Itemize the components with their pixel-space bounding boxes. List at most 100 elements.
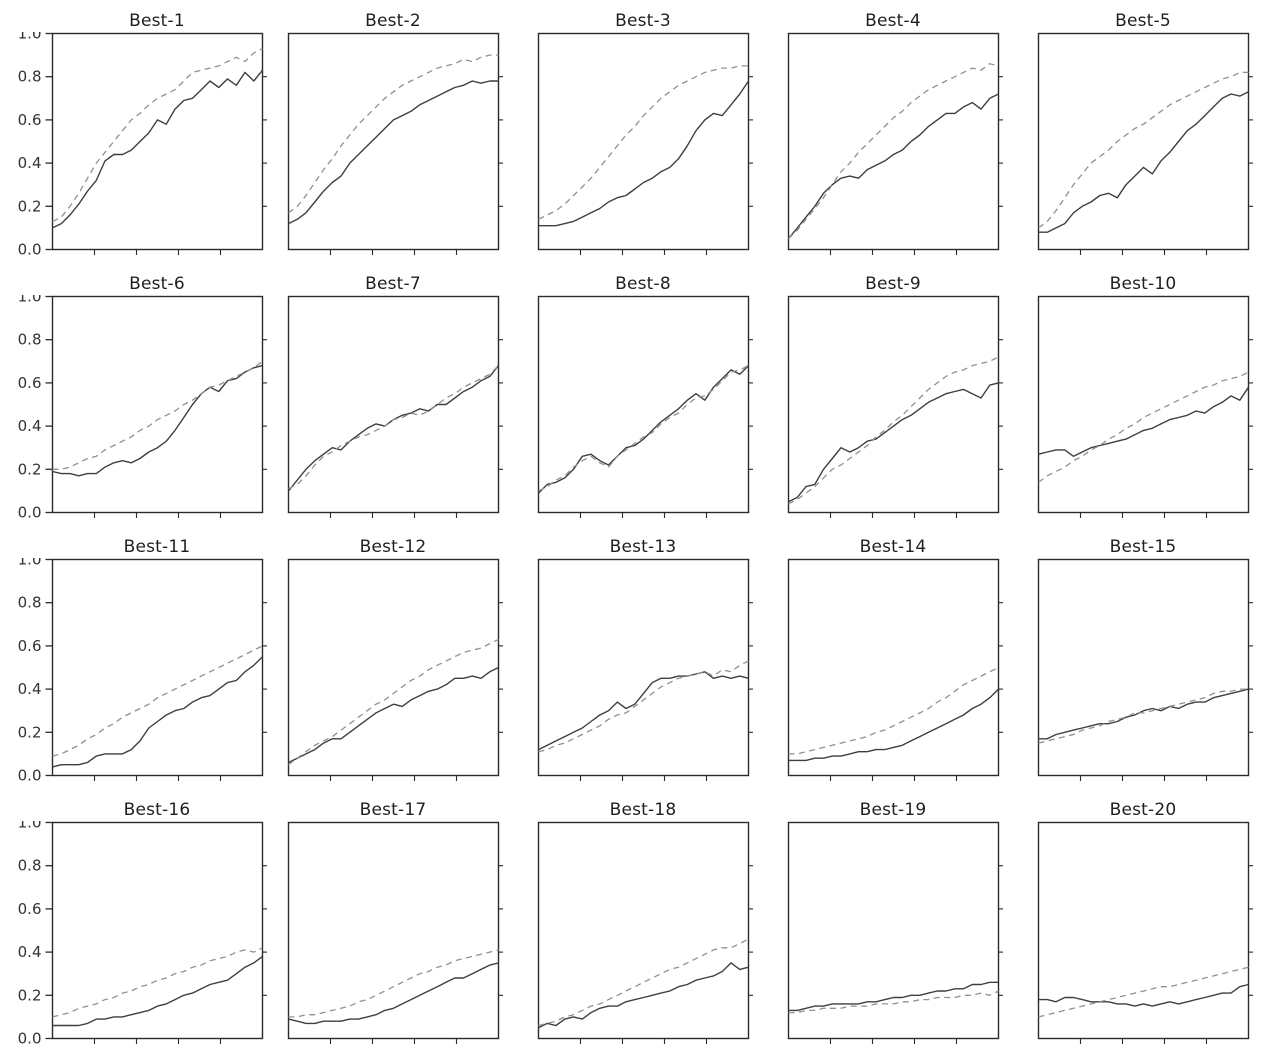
best-10-dashed-line [1038,371,1249,483]
chart-canvas [287,295,503,518]
best-6-solid-line [52,364,263,477]
best-19-solid-line [788,981,999,1012]
y-tick-label: 0.2 [18,460,42,478]
best-15-solid-line [1038,688,1249,740]
chart-canvas: 0.0 0.2 0.4 0.6 0.8 1.0 [18,558,267,785]
y-tick-label: 0.6 [18,637,42,655]
chart-canvas [1037,32,1253,255]
chart-canvas [287,558,503,781]
best-14-solid-line [788,688,999,762]
plot-box [537,821,750,1040]
chart-title: Best-9 [865,274,921,294]
best-3-solid-line [538,80,750,227]
plot-box [1037,821,1250,1040]
chart-title: Best-8 [615,274,671,294]
best-16-solid-line [52,955,263,1027]
best-17-dashed-line [288,949,499,1018]
best-11-solid-line [52,656,263,768]
best-4-solid-line [787,93,999,240]
best-14-dashed-line [788,666,999,755]
best-9-solid-line [788,382,999,503]
best-7-solid-line [287,365,500,492]
chart-canvas [787,558,1003,781]
plot-box [1037,558,1250,777]
best-1-solid-line [52,69,264,229]
plot-box [1037,32,1250,251]
chart-canvas: 0.0 0.2 0.4 0.6 0.8 1.0 [18,295,267,522]
plot-box [787,295,1000,514]
subplot-best-14: Best-14 [768,526,1018,789]
chart-title: Best-5 [1115,11,1171,31]
best-6-dashed-line [52,360,263,470]
subplot-best-3: Best-3 [518,0,768,263]
best-13-dashed-line [538,660,749,753]
best-12-solid-line [288,666,499,764]
chart-canvas [537,821,753,1044]
best-4-dashed-line [788,63,999,240]
chart-title: Best-7 [365,274,421,294]
subplot-best-7: Best-7 [268,263,518,526]
plot-box [537,32,750,251]
chart-canvas [287,821,503,1044]
subplot-best-8: Best-8 [518,263,768,526]
subplot-best-11: Best-11 0.0 0.2 0.4 0.6 0.8 1.0 [6,526,268,789]
best-15-dashed-line [1038,688,1249,744]
chart-title: Best-12 [359,537,427,557]
plot-box [537,295,750,514]
plot-box [51,558,264,777]
subplot-best-9: Best-9 [768,263,1018,526]
y-tick-label: 0.4 [18,680,42,698]
subplot-best-1: Best-1 0.0 0.2 0.4 0.6 0.8 1.0 [6,0,268,263]
y-tick-label: 0.0 [18,241,42,259]
chart-canvas: 0.0 0.2 0.4 0.6 0.8 1.0 [18,32,267,259]
y-tick-label: 0.6 [18,374,42,392]
y-tick-label: 0.8 [18,331,42,349]
y-tick-label: 0.0 [18,504,42,522]
y-tick-label: 0.2 [18,197,42,215]
chart-title: Best-3 [615,11,671,31]
chart-title: Best-16 [123,800,191,820]
subplot-best-2: Best-2 [268,0,518,263]
plot-box [51,821,264,1040]
chart-canvas [287,32,503,255]
subplot-best-18: Best-18 [518,789,768,1052]
plot-box [287,32,500,251]
y-tick-label: 0.2 [18,986,42,1004]
best-20-dashed-line [1038,966,1249,1018]
best-5-dashed-line [1038,71,1249,229]
chart-title: Best-19 [859,800,927,820]
y-tick-label: 0.8 [18,857,42,875]
y-tick-label: 0.4 [18,154,42,172]
best-3-dashed-line [538,65,749,220]
chart-title: Best-18 [609,800,677,820]
plot-box [51,295,264,514]
chart-canvas: 0.0 0.2 0.4 0.6 0.8 1.0 [18,821,267,1048]
best-2-dashed-line [288,54,499,214]
plot-box [287,295,500,514]
best-20-solid-line [1038,983,1249,1007]
chart-title: Best-6 [129,274,185,294]
best-1-dashed-line [52,48,263,222]
y-tick-label: 0.4 [18,417,42,435]
plot-box [537,558,750,777]
chart-title: Best-17 [359,800,427,820]
subplot-best-17: Best-17 [268,789,518,1052]
plot-box [787,32,1000,251]
y-tick-label: 1.0 [18,558,42,569]
y-tick-label: 0.4 [18,943,42,961]
best-11-dashed-line [52,645,263,757]
y-tick-label: 0.6 [18,900,42,918]
chart-canvas [1037,558,1253,781]
subplot-best-6: Best-6 0.0 0.2 0.4 0.6 0.8 1.0 [6,263,268,526]
chart-title: Best-14 [859,537,927,557]
subplot-best-4: Best-4 [768,0,1018,263]
chart-canvas [1037,295,1253,518]
chart-canvas [787,32,1003,255]
best-10-solid-line [1038,386,1250,458]
subplot-best-16: Best-16 0.0 0.2 0.4 0.6 0.8 1.0 [6,789,268,1052]
best-8-dashed-line [538,365,749,492]
chart-canvas [537,295,753,518]
chart-title: Best-20 [1109,800,1177,820]
chart-canvas [537,32,753,255]
